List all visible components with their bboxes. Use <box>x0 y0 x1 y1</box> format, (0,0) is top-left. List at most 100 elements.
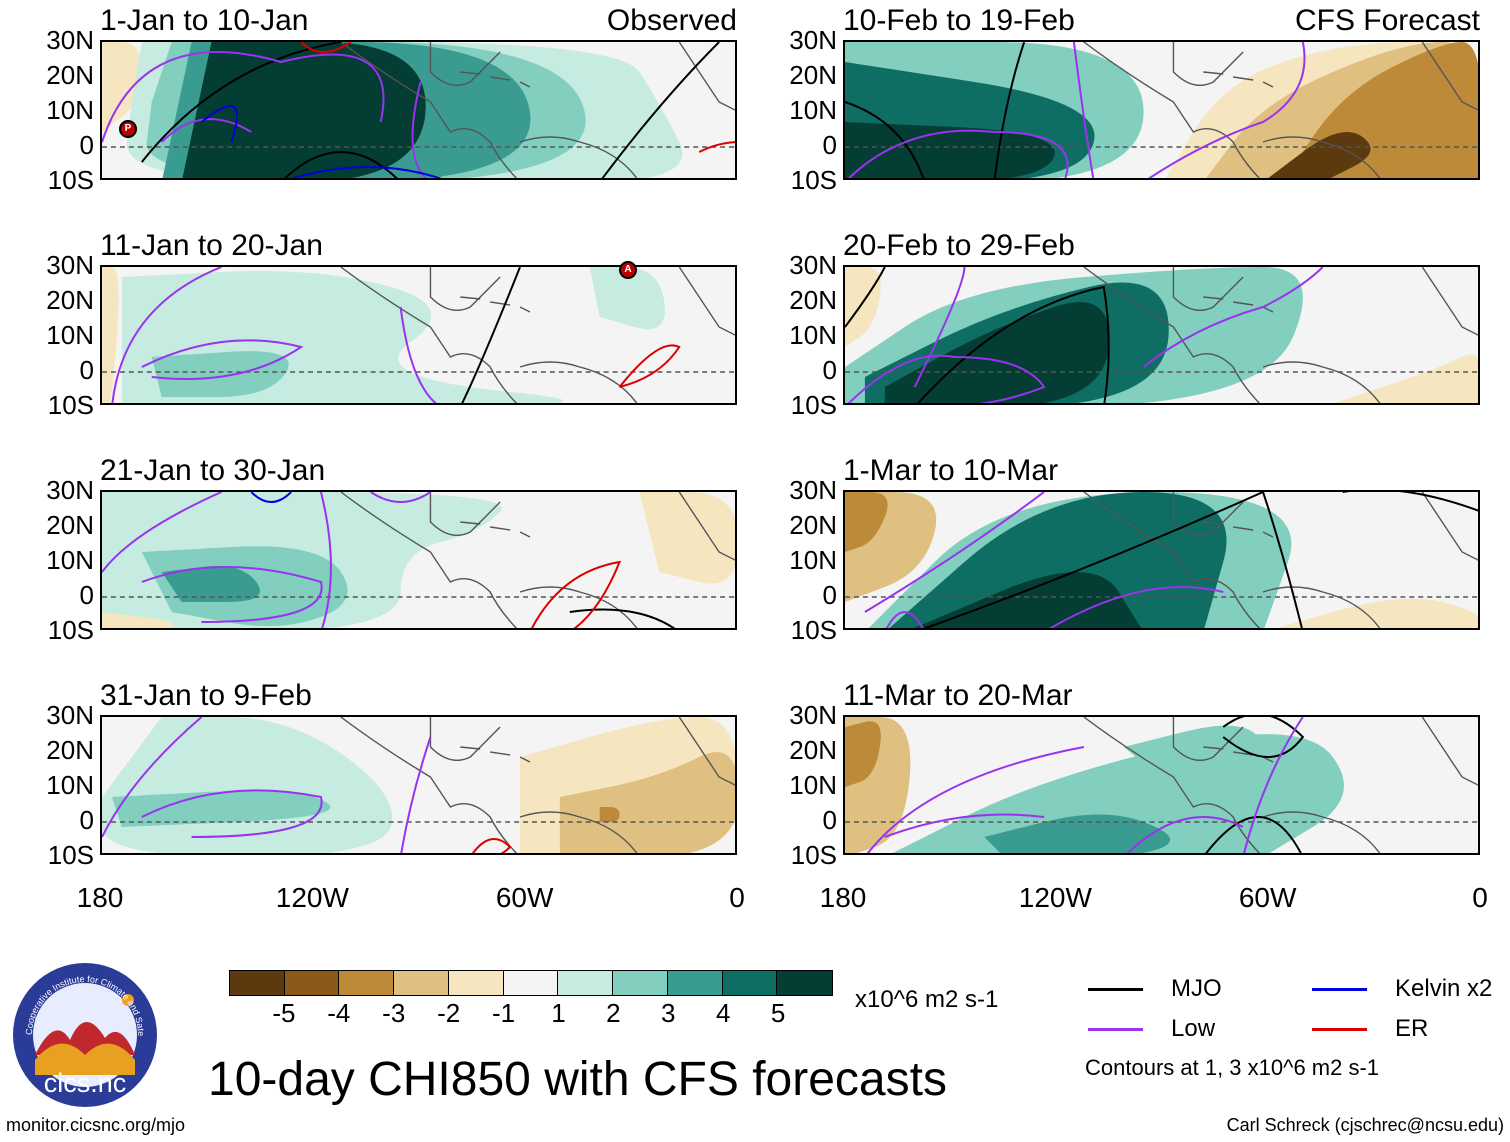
land-outline <box>1083 717 1478 853</box>
chi-shading <box>884 302 1110 403</box>
panel-title: 31-Jan to 9-Feb <box>100 679 312 712</box>
colorbar-tick: 3 <box>661 998 676 1028</box>
legend-note: Contours at 1, 3 x10^6 m2 s-1 <box>1085 1055 1380 1080</box>
colorbar-tick: 1 <box>551 998 566 1028</box>
panel-title: 1-Jan to 10-Jan <box>100 4 309 37</box>
map-svg <box>845 42 1478 178</box>
black-contour <box>1262 492 1303 628</box>
map-panel <box>843 40 1480 180</box>
purple-contour <box>141 339 304 380</box>
land-outline <box>340 717 735 853</box>
legend-label: Kelvin x2 <box>1395 975 1493 1002</box>
purple-contour <box>111 267 222 403</box>
colorbar-tick: -1 <box>491 998 516 1028</box>
legend-item: MJO <box>1088 975 1222 1003</box>
colorbar-tick: -4 <box>327 998 351 1028</box>
colorbar-swatch <box>394 971 449 995</box>
black-contour <box>1205 816 1302 853</box>
lat-label: 30N <box>46 475 94 505</box>
map-svg <box>102 42 735 178</box>
chi-shading <box>102 267 119 403</box>
lat-label: 30N <box>46 25 94 55</box>
footer-right: Carl Schreck (cjschrec@ncsu.edu) <box>1226 1115 1504 1135</box>
chi-shading <box>151 351 289 397</box>
colorbar-swatch <box>503 971 559 995</box>
lat-label: 10S <box>47 840 94 870</box>
panel-title: 20-Feb to 29-Feb <box>843 229 1075 262</box>
lat-label: 10N <box>46 545 94 575</box>
lat-label: 0 <box>79 580 94 610</box>
black-contour <box>916 285 1110 403</box>
red-contour <box>698 141 735 153</box>
lat-label: 10N <box>789 95 837 125</box>
map-panel <box>100 40 737 180</box>
map-svg <box>102 492 735 628</box>
chi-shading <box>1334 354 1478 403</box>
lon-label: 180 <box>76 882 124 913</box>
land-outline <box>340 267 735 403</box>
map-svg <box>845 492 1478 628</box>
land-outline <box>1083 267 1478 403</box>
chi-shading <box>984 814 1171 853</box>
chi-shading <box>845 267 881 347</box>
black-contour <box>1222 717 1305 758</box>
lat-label: 10N <box>46 320 94 350</box>
purple-contour <box>400 736 432 853</box>
land-outline <box>340 42 735 178</box>
map-svg <box>102 717 735 853</box>
colorbar-swatch <box>230 971 285 995</box>
storm-marker: P <box>119 120 137 138</box>
panel-title: 1-Mar to 10-Mar <box>843 454 1059 487</box>
panel-tag: Observed <box>606 4 737 37</box>
map-panel <box>843 490 1480 630</box>
purple-contour <box>141 566 323 623</box>
chi-shading <box>1276 598 1478 628</box>
black-contour <box>569 608 676 628</box>
lat-label: 30N <box>789 475 837 505</box>
lat-label: 10S <box>47 165 94 195</box>
black-contour <box>1342 492 1478 512</box>
lat-label: 10N <box>789 545 837 575</box>
map-panel <box>100 490 737 630</box>
purple-contour <box>1048 586 1224 628</box>
red-contour <box>300 42 352 53</box>
storm-marker: A <box>619 261 637 279</box>
lat-label: 20N <box>46 60 94 90</box>
purple-contour <box>847 129 1069 178</box>
purple-contour <box>884 813 1045 838</box>
lat-label: 20N <box>789 285 837 315</box>
black-contour <box>922 492 1264 628</box>
colorbar-tick: 2 <box>606 998 621 1028</box>
cics-logo: Cooperative Institute for Climate and Sa… <box>7 952 160 1110</box>
legend-label: ER <box>1395 1015 1429 1042</box>
legend-line <box>1312 1027 1367 1031</box>
blue-contour <box>200 105 239 143</box>
blue-contour <box>290 166 442 178</box>
purple-contour <box>866 746 1085 853</box>
purple-contour <box>1142 267 1324 368</box>
logo-text: cics.nc <box>44 1068 127 1098</box>
colorbar-swatch <box>284 971 340 995</box>
chi-shading <box>589 267 665 330</box>
lon-label: 60W <box>495 882 554 913</box>
lat-label: 0 <box>822 805 837 835</box>
lat-label: 0 <box>822 355 837 385</box>
legend-line <box>1088 987 1143 991</box>
colorbar-tick: 5 <box>770 998 786 1028</box>
purple-contour <box>411 81 428 178</box>
colorbar-units: x10^6 m2 s-1 <box>855 986 999 1013</box>
colorbar-tick: -2 <box>437 998 461 1028</box>
panel-title: 21-Jan to 30-Jan <box>100 454 326 487</box>
chi-shading <box>161 566 261 602</box>
purple-contour <box>913 267 966 388</box>
colorbar-swatch <box>339 971 395 995</box>
panel-tag: CFS Forecast <box>1294 4 1480 37</box>
purple-contour <box>1243 717 1304 853</box>
land-outline <box>340 492 735 628</box>
blue-contour <box>250 492 292 503</box>
lat-label: 10N <box>46 95 94 125</box>
lon-label: 0 <box>729 882 745 913</box>
lat-label: 30N <box>46 700 94 730</box>
land-outline <box>1083 42 1478 178</box>
lat-label: 10N <box>789 320 837 350</box>
